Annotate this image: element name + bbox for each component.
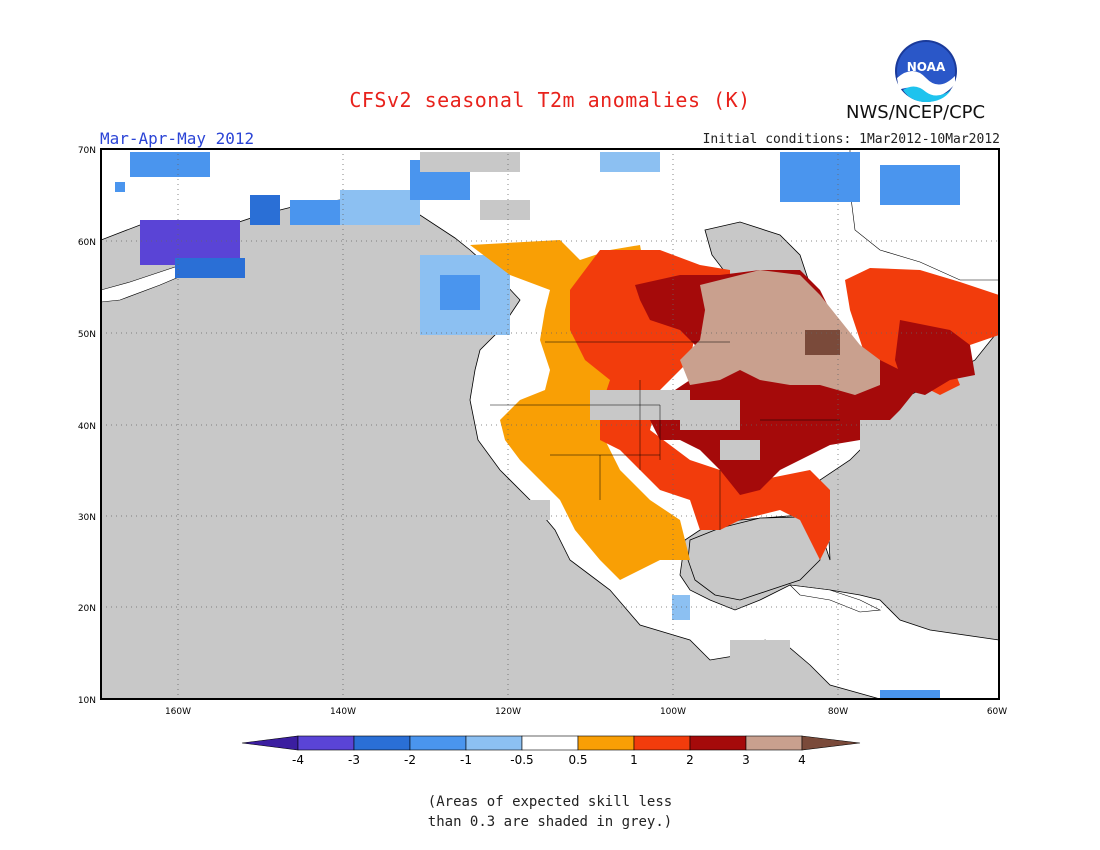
lat-label: 10N (78, 696, 96, 706)
colorbar: -4 -3 -2 -1 -0.5 0.5 1 2 3 4 (241, 735, 861, 767)
lat-label: 60N (78, 238, 96, 248)
colorbar-tick-label: -4 (292, 753, 304, 767)
colorbar-tick-label: -1 (460, 753, 472, 767)
footnote-line-2: than 0.3 are shaded in grey.) (427, 814, 673, 830)
anomaly-bc-blue (440, 275, 480, 310)
colorbar-tick-label: -3 (348, 753, 360, 767)
colorbar-swatch (409, 735, 467, 751)
noaa-logo-text: NOAA (907, 60, 946, 74)
colorbar-tick-label: 2 (686, 753, 694, 767)
colorbar-tick-label: 3 (742, 753, 750, 767)
anomaly-arctic-lightblue-2 (600, 152, 660, 172)
anomaly-beaufort-blue (130, 152, 210, 177)
lat-label: 70N (78, 146, 96, 156)
lat-labels: 70N 60N 50N 40N 30N 20N 10N (78, 146, 96, 706)
land-cuba (789, 584, 882, 613)
anomaly-mexico-lightblue (672, 595, 690, 620)
gulf-of-mexico (687, 516, 821, 601)
colorbar-swatch (633, 735, 691, 751)
colorbar-arrow-low (241, 735, 299, 751)
lon-label: 120W (495, 707, 521, 717)
noaa-logo: NOAA (895, 40, 957, 102)
anomaly-greenland-blue (880, 165, 960, 205)
map-frame (100, 148, 1000, 700)
lat-label: 20N (78, 604, 96, 614)
anomaly-alaska-purple (140, 220, 240, 265)
skill-footnote: (Areas of expected skill less than 0.3 a… (0, 792, 1100, 832)
anomaly-arctic-lightblue (340, 190, 420, 225)
lat-label: 40N (78, 422, 96, 432)
colorbar-labels: -4 -3 -2 -1 -0.5 0.5 1 2 3 4 (292, 753, 806, 767)
colorbar-tick-label: 1 (630, 753, 638, 767)
anomaly-brown-ontario (805, 330, 840, 355)
grey-patch-baja (520, 500, 550, 520)
anomaly-map: 70N 60N 50N 40N 30N 20N 10N 160W 140W 12… (78, 146, 1007, 717)
initial-conditions-label: Initial conditions: 1Mar2012-10Mar2012 (702, 132, 1000, 147)
lon-label: 140W (330, 707, 356, 717)
lon-label: 60W (987, 707, 1007, 717)
colorbar-arrow-high (801, 735, 861, 751)
map-title: CFSv2 seasonal T2m anomalies (K) (349, 88, 751, 112)
grey-patch-appalachia (860, 420, 890, 460)
anomaly-darkred-east (895, 320, 975, 395)
anomaly-yukon-blue (250, 195, 280, 225)
lat-label: 50N (78, 330, 96, 340)
colorbar-tick-label: -2 (404, 753, 416, 767)
colorbar-swatch (745, 735, 803, 751)
season-label: Mar-Apr-May 2012 (100, 129, 255, 148)
grey-patch-ozarks (720, 440, 760, 460)
lon-label: 100W (660, 707, 686, 717)
grey-patch-midwest (680, 400, 740, 430)
colorbar-swatch (577, 735, 635, 751)
anomaly-baffin-blue (780, 152, 860, 202)
agency-label: NWS/NCEP/CPC (846, 102, 986, 123)
political-boundaries (490, 341, 840, 530)
anomaly-south-caribbean-blue (880, 690, 940, 699)
colorbar-swatch (353, 735, 411, 751)
footnote-line-1: (Areas of expected skill less (427, 794, 673, 810)
grey-patch-arctic (420, 152, 520, 172)
lon-labels: 160W 140W 120W 100W 80W 60W (165, 707, 1007, 717)
colorbar-swatch (297, 735, 355, 751)
lat-label: 30N (78, 513, 96, 523)
colorbar-swatch (689, 735, 747, 751)
colorbar-swatch (465, 735, 523, 751)
anomaly-tan-greatlakes (680, 270, 880, 395)
grey-patch-nwt (480, 200, 530, 220)
colorbar-tick-label: -0.5 (510, 753, 533, 767)
grey-patch-central-america (730, 640, 790, 665)
anomaly-bering-blue (115, 182, 125, 192)
colorbar-tick-label: 4 (798, 753, 806, 767)
anomaly-alaska-blue (175, 258, 245, 278)
map-gridlines (101, 149, 999, 699)
colorbar-swatches (241, 735, 861, 751)
lon-label: 80W (828, 707, 848, 717)
lon-label: 160W (165, 707, 191, 717)
colorbar-tick-label: 0.5 (568, 753, 587, 767)
colorbar-swatch (521, 735, 579, 751)
